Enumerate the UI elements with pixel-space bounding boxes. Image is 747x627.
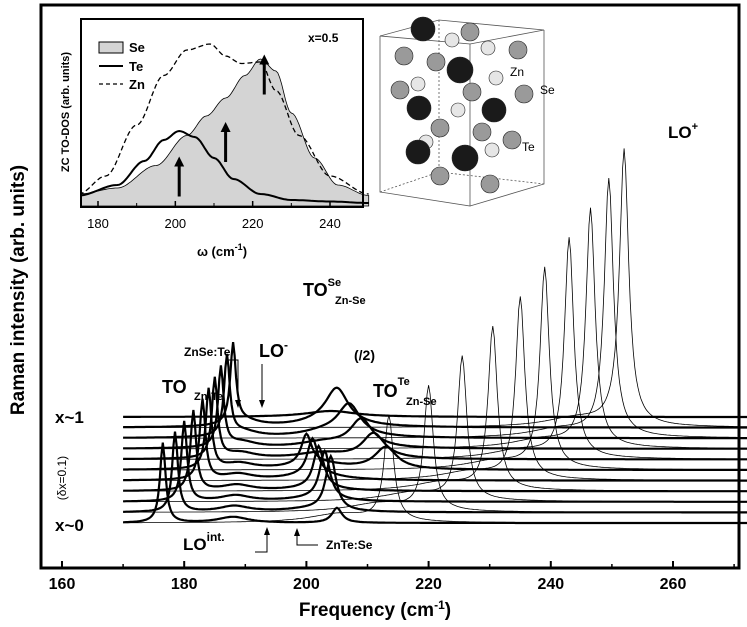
atom-se	[390, 80, 410, 100]
structure-atoms	[390, 16, 534, 194]
znse-te-arrowhead	[235, 400, 241, 408]
spectrum-thin-lo-plus	[123, 148, 747, 428]
atom-zn	[488, 70, 504, 86]
spectrum-thick-x1	[123, 409, 747, 419]
structure-box-edges	[379, 19, 545, 207]
half-label: (/2)	[354, 347, 375, 363]
structure-label-te: Te	[522, 140, 535, 154]
x-tick-label: 200	[293, 576, 320, 593]
atom-se	[480, 174, 500, 194]
znte-se-label: ZnTe:Se	[326, 538, 373, 552]
x-tick-label: 160	[49, 576, 76, 593]
spectrum-thin-lo-plus	[123, 177, 747, 439]
spectrum-thin-lo-plus	[123, 266, 747, 471]
inset-x-tick-label: 220	[242, 216, 264, 231]
inset-curves	[70, 18, 370, 208]
inset-mask-left	[70, 19, 80, 207]
lo-int-label: LOint.	[183, 530, 225, 554]
spectrum-thick-x0.5	[123, 387, 747, 471]
spectrum-thin-lo-plus	[123, 296, 747, 481]
to-znte-label: TO Zn-Te	[162, 377, 223, 403]
inset-frame-top	[80, 18, 364, 208]
x-tick-label: 180	[171, 576, 198, 593]
atom-se	[462, 82, 482, 102]
inset-panel: 180 200 220 240 ω (cm-1) ZC TO-DOS (arb. un…	[60, 17, 370, 259]
legend-swatch-se	[98, 41, 124, 54]
atom-se	[472, 122, 492, 142]
inset-arrowhead	[174, 156, 185, 167]
inset-arrowhead	[259, 54, 270, 65]
atom-zn	[410, 76, 426, 92]
spectrum-thin-lo-plus	[123, 355, 747, 502]
spectrum-thick-x0.4	[123, 398, 747, 482]
dx-label: (δx=0.1)	[55, 456, 69, 500]
x-tick-label: 240	[537, 576, 564, 593]
atom-te	[406, 95, 432, 121]
atom-te	[405, 139, 431, 165]
lo-minus-arrowhead	[259, 400, 265, 408]
plot-frame	[39, 3, 741, 570]
atom-se	[426, 52, 446, 72]
to-se-label: TOSe Zn-Se	[303, 277, 366, 307]
inset-curve-se	[78, 58, 370, 207]
inset-x-tick-label: 200	[164, 216, 186, 231]
spectrum-thin-lo-plus	[123, 207, 747, 450]
inset-curve-zn	[78, 43, 369, 195]
inset-arrowhead	[220, 122, 231, 132]
x-tick-label: 260	[660, 576, 687, 593]
x-axis-title: Frequency (cm-1)	[299, 598, 451, 621]
inset-x-axis: 180 200 220 240	[87, 201, 341, 231]
inset-y-title: ZC TO-DOS (arb. units)	[60, 52, 72, 173]
atom-se	[460, 22, 480, 42]
inset-x-tick-label: 240	[319, 216, 341, 231]
crystal-structure: Zn Se Te	[376, 8, 555, 214]
atom-se	[508, 40, 528, 60]
atom-te	[446, 56, 474, 84]
znse-te-pointer	[226, 359, 239, 404]
lo-int-pointer	[255, 532, 268, 553]
lo-minus-label: LO-	[259, 338, 288, 361]
legend-label-zn: Zn	[129, 77, 145, 92]
atom-te	[410, 16, 436, 42]
x-tick-label: 220	[415, 576, 442, 593]
lo-plus-label: LO+	[668, 121, 698, 142]
inset-legend: Se Te Zn	[98, 40, 145, 92]
legend-label-se: Se	[129, 40, 145, 55]
atom-se	[430, 118, 450, 138]
atom-se	[502, 130, 522, 150]
atom-se	[430, 166, 450, 186]
atom-zn	[480, 40, 496, 56]
atom-zn	[444, 32, 460, 48]
spectrum-thin-lo-plus	[123, 237, 747, 460]
atom-te	[451, 144, 479, 172]
spectra-group	[123, 148, 747, 525]
x-bottom-label: x~0	[55, 516, 84, 535]
spectrum-thin-lo-plus	[123, 414, 747, 524]
atom-zn	[484, 142, 500, 158]
inset-x-tick-label: 180	[87, 216, 109, 231]
atom-te	[481, 97, 507, 123]
lo-int-arrowhead	[264, 527, 270, 535]
atom-se	[394, 46, 414, 66]
znse-te-label: ZnSe:Te	[184, 345, 231, 359]
znte-se-arrowhead	[294, 528, 300, 536]
structure-label-se: Se	[540, 83, 555, 97]
atom-zn	[450, 102, 466, 118]
x-top-label: x~1	[55, 408, 84, 427]
znte-se-pointer	[296, 533, 318, 546]
x-axis: 160 180 200 220 240 260	[49, 561, 735, 593]
to-te-label: TOTe Zn-Se	[373, 376, 437, 408]
structure-label-zn: Zn	[510, 65, 524, 79]
y-axis-title: Raman intensity (arb. units)	[8, 165, 29, 415]
inset-composition: x=0.5	[308, 31, 339, 45]
inset-x-title: ω (cm-1)	[197, 242, 247, 259]
legend-label-te: Te	[129, 59, 143, 74]
inset-curve-te	[78, 129, 369, 204]
atom-se	[514, 84, 534, 104]
